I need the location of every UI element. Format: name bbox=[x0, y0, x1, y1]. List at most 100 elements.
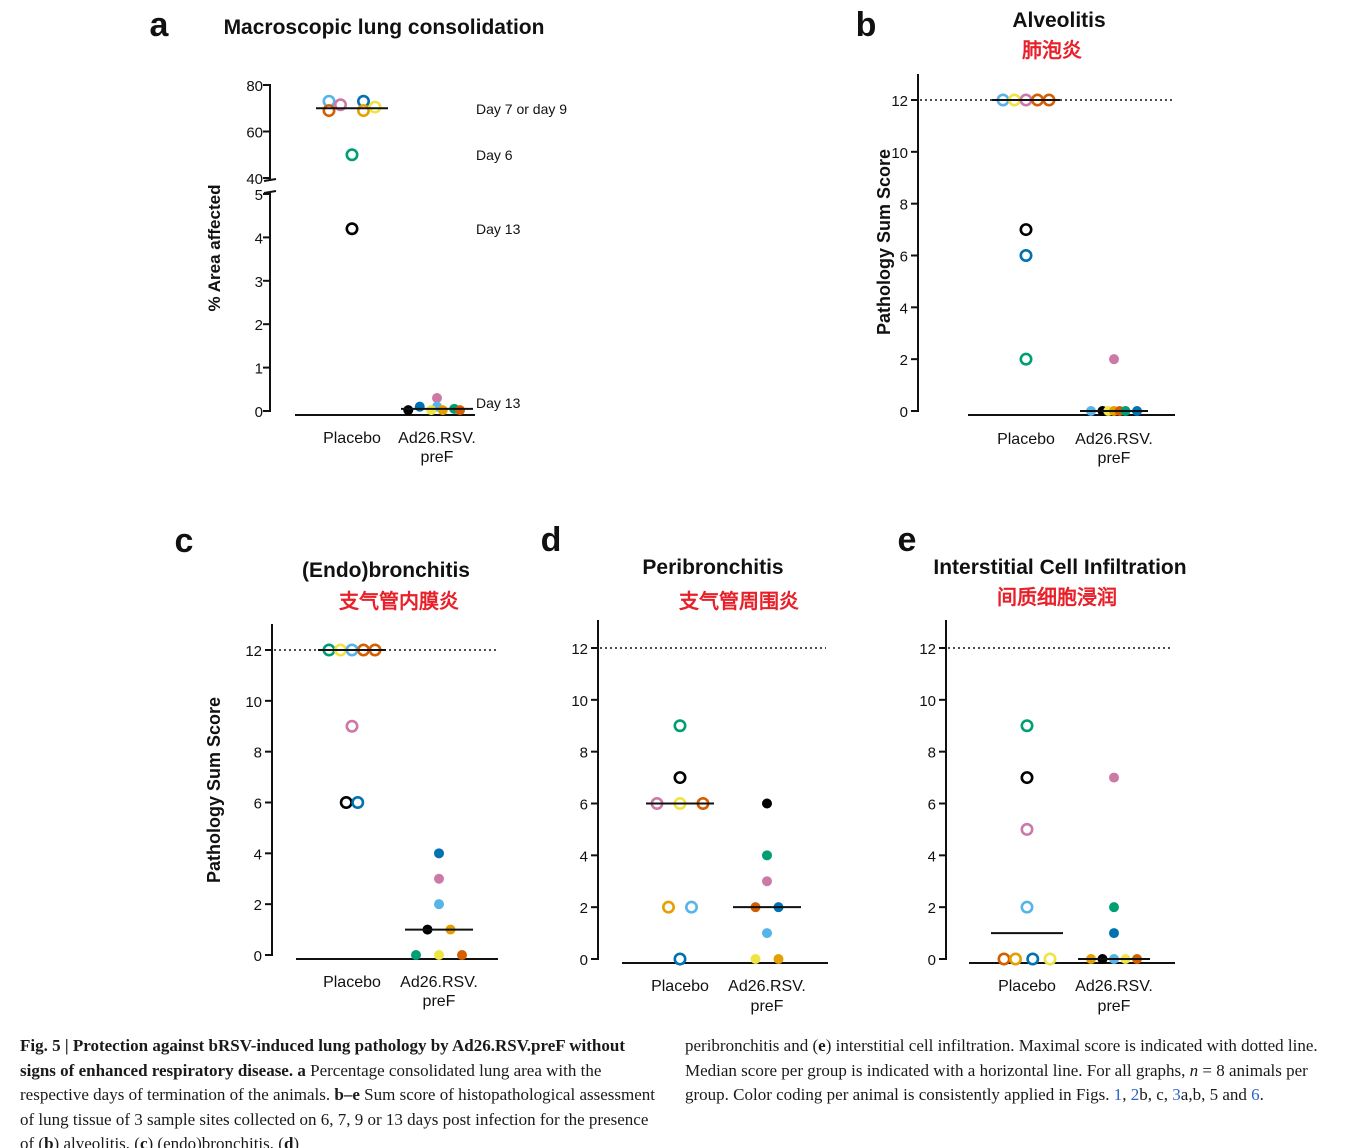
figure-link-3[interactable]: 3 bbox=[1172, 1085, 1181, 1104]
caption-n-italic: n bbox=[1189, 1060, 1199, 1080]
data-point bbox=[661, 900, 675, 914]
y-tick-label: 2 bbox=[255, 317, 263, 334]
caption-panel-a: a bbox=[297, 1060, 306, 1080]
data-point bbox=[426, 405, 437, 416]
data-point bbox=[1109, 772, 1119, 783]
y-tick-label: 0 bbox=[928, 952, 936, 969]
figure-canvas: a Macroscopic lung consolidation % Area af… bbox=[150, 6, 1187, 1015]
y-tick-label: 2 bbox=[900, 352, 908, 369]
y-tick-label: 12 bbox=[891, 93, 908, 110]
data-point bbox=[762, 850, 772, 861]
caption-3ab: a,b, 5 and bbox=[1180, 1085, 1252, 1104]
y-tick-label: 6 bbox=[254, 796, 262, 813]
data-point bbox=[1019, 352, 1033, 366]
caption-text-c: ) (endo)bronchitis, ( bbox=[147, 1134, 284, 1148]
y-tick-label: 10 bbox=[919, 693, 936, 710]
x-category-label: Placebo bbox=[323, 430, 381, 447]
data-point bbox=[762, 928, 772, 939]
data-point bbox=[1109, 902, 1119, 913]
y-tick-label: 10 bbox=[891, 145, 908, 162]
caption-period: . bbox=[1259, 1085, 1264, 1104]
panel-b: b Alveolitis 肺泡炎 Pathology Sum Score 0 2 4 6 8 10… bbox=[856, 6, 1175, 467]
data-point bbox=[750, 954, 761, 964]
figure-link-2[interactable]: 2 bbox=[1130, 1085, 1140, 1104]
data-point bbox=[455, 405, 465, 416]
day-annotation: Day 13 bbox=[476, 395, 521, 411]
panel-letter: b bbox=[856, 6, 877, 44]
y-tick-label: 2 bbox=[580, 900, 588, 917]
panel-d: d Peribronchitis 支气管周围炎 0 2 4 6 8 10 12 Placebo Ad2… bbox=[541, 521, 828, 1015]
data-point bbox=[411, 950, 421, 960]
y-tick-label: 8 bbox=[928, 745, 936, 762]
y-tick-label: 0 bbox=[580, 952, 588, 969]
data-point bbox=[368, 100, 382, 114]
panel-a: a Macroscopic lung consolidation % Area af… bbox=[150, 6, 568, 466]
axis-break-mark bbox=[263, 190, 277, 194]
data-point bbox=[434, 950, 444, 960]
y-tick-label: 12 bbox=[571, 641, 588, 658]
caption-text-d: ) bbox=[293, 1134, 300, 1148]
data-point bbox=[351, 795, 365, 809]
x-category-label: preF bbox=[1098, 998, 1131, 1015]
data-point bbox=[684, 900, 698, 914]
y-tick-label: 6 bbox=[900, 249, 908, 266]
y-tick-label: 4 bbox=[928, 848, 936, 865]
caption-ref-c: c bbox=[139, 1134, 148, 1148]
y-tick-label: 0 bbox=[900, 404, 908, 421]
x-category-label: preF bbox=[421, 449, 454, 466]
y-axis-label: % Area affected bbox=[205, 185, 224, 312]
data-point bbox=[345, 719, 359, 733]
y-tick-label: 3 bbox=[255, 274, 263, 291]
data-point bbox=[1020, 771, 1034, 785]
day-annotation: Day 7 or day 9 bbox=[476, 101, 567, 117]
y-axis-label: Pathology Sum Score bbox=[874, 149, 894, 335]
day-annotation: Day 13 bbox=[476, 221, 521, 237]
y-tick-label: 2 bbox=[254, 897, 262, 914]
data-point bbox=[673, 771, 687, 785]
x-category-label: Ad26.RSV. bbox=[400, 974, 478, 991]
y-tick-label: 4 bbox=[254, 846, 262, 863]
x-category-label: Placebo bbox=[997, 431, 1055, 448]
y-tick-label: 6 bbox=[928, 797, 936, 814]
caption-right-2: ) interstitial cell infiltration. Maxima… bbox=[685, 1036, 1318, 1080]
figure-link-6[interactable]: 6 bbox=[1251, 1085, 1260, 1104]
data-point bbox=[1019, 249, 1033, 263]
x-category-label: preF bbox=[751, 998, 784, 1015]
data-point bbox=[434, 873, 444, 884]
data-point bbox=[457, 950, 467, 960]
data-point bbox=[1043, 952, 1057, 966]
y-tick-label: 6 bbox=[580, 797, 588, 814]
y-tick-label: 5 bbox=[255, 187, 263, 204]
data-point bbox=[1020, 719, 1034, 733]
panel-letter: c bbox=[175, 522, 194, 560]
chart-title: Macroscopic lung consolidation bbox=[224, 16, 545, 39]
x-category-label: Ad26.RSV. bbox=[1075, 431, 1153, 448]
axis-break-mark bbox=[263, 178, 277, 182]
data-point bbox=[432, 392, 442, 403]
day-annotation: Day 6 bbox=[476, 147, 513, 163]
data-point bbox=[762, 876, 772, 887]
y-tick-label: 1 bbox=[255, 361, 263, 378]
y-tick-label: 8 bbox=[900, 197, 908, 214]
y-tick-label: 60 bbox=[246, 125, 263, 142]
data-point bbox=[345, 222, 359, 236]
data-point bbox=[1020, 822, 1034, 836]
data-point bbox=[403, 405, 414, 416]
caption-ref-d: d bbox=[283, 1134, 294, 1148]
caption-2bc: b, c, bbox=[1139, 1085, 1173, 1104]
data-point bbox=[434, 899, 444, 910]
caption-text-b: ) alveolitis, ( bbox=[53, 1134, 140, 1148]
y-tick-label: 10 bbox=[571, 693, 588, 710]
data-point bbox=[1109, 354, 1119, 365]
data-point bbox=[1026, 952, 1040, 966]
y-tick-label: 8 bbox=[254, 745, 262, 762]
x-category-label: Ad26.RSV. bbox=[1075, 978, 1153, 995]
y-tick-label: 12 bbox=[919, 641, 936, 658]
y-tick-label: 4 bbox=[900, 300, 908, 317]
panel-letter: d bbox=[541, 521, 562, 559]
caption-ref-b: b bbox=[44, 1134, 54, 1148]
chart-subtitle-chinese: 支气管内膜炎 bbox=[339, 589, 459, 613]
figure-link-1[interactable]: 1 bbox=[1113, 1085, 1123, 1104]
caption-figure-label: Fig. 5 | Protection against bRSV-induced… bbox=[20, 1036, 625, 1080]
y-tick-label: 4 bbox=[580, 848, 588, 865]
